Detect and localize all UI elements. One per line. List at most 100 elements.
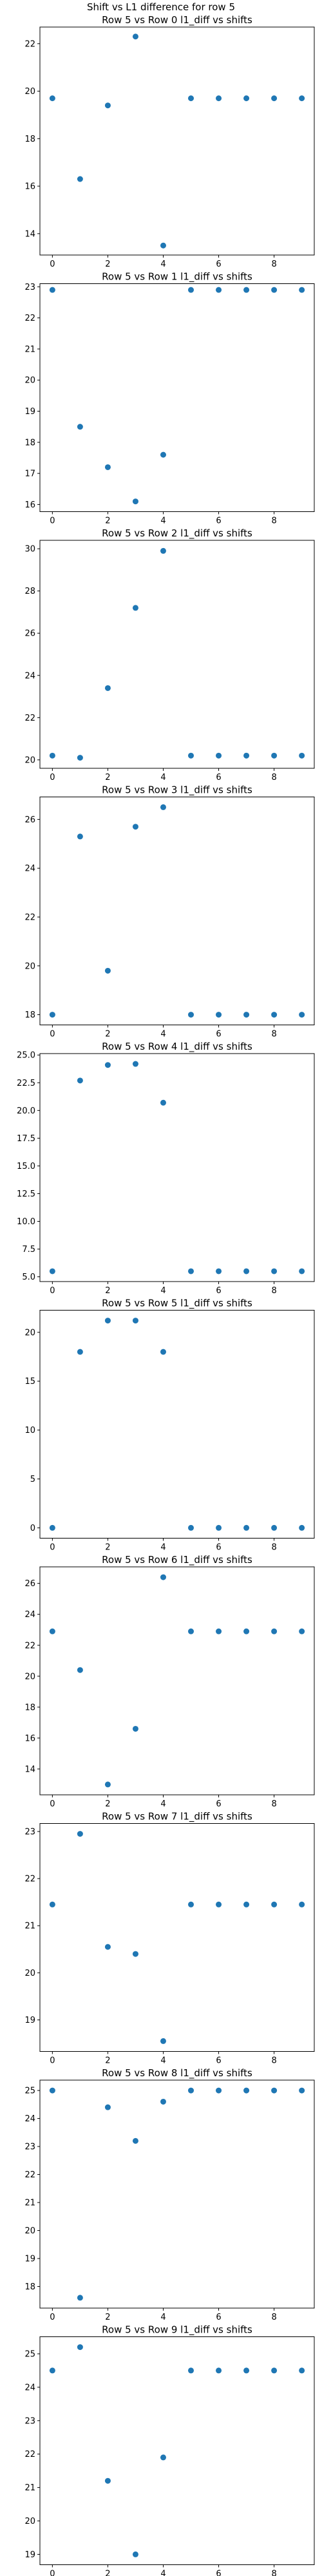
data-point [49,2087,55,2094]
data-point [77,1831,83,1837]
data-point [188,95,194,102]
data-point [216,1524,222,1531]
data-point [132,1061,138,1067]
y-tick-label: 20 [24,87,35,97]
data-point [77,2295,83,2301]
subplot-title: Row 5 vs Row 5 l1_diff vs shifts [102,1298,252,1310]
x-tick-label: 4 [160,1799,166,1809]
y-tick-label: 16 [24,500,35,510]
data-point [104,1318,111,1324]
plot-area [39,2079,315,2309]
data-point [160,547,166,554]
x-tick-label: 4 [160,2056,166,2066]
y-tick-label: 19 [24,2255,35,2264]
data-point [49,1012,55,1018]
data-point [132,2551,138,2557]
plot-area [39,2336,315,2565]
data-point [216,1628,222,1634]
subplot-8: Row 5 vs Row 8 l1_diff vs shifts18192021… [24,2067,315,2322]
x-tick-label: 8 [271,2313,276,2322]
data-point [299,752,305,759]
y-tick-label: 14 [24,229,35,239]
y-tick-label: 22 [24,314,35,323]
data-point [188,1268,194,1274]
data-point [104,2104,111,2110]
y-tick-label: 21 [24,2199,35,2208]
y-tick-label: 15 [24,1377,35,1387]
data-point [49,2367,55,2374]
data-point [160,2038,166,2044]
y-tick-label: 22 [24,1875,35,1884]
data-point [49,752,55,759]
x-tick-label: 0 [50,1799,55,1809]
data-point [216,2367,222,2374]
data-point [104,2477,111,2484]
y-tick-label: 20 [24,376,35,386]
plot-area [39,1310,315,1539]
data-point [271,1524,278,1531]
data-point [188,2087,194,2094]
y-tick-label: 25 [24,2349,35,2359]
data-point [160,2098,166,2105]
x-tick-label: 2 [105,1030,110,1039]
x-tick-label: 4 [160,1286,166,1296]
subplot-title: Row 5 vs Row 6 l1_diff vs shifts [102,1554,252,1566]
data-point [188,2367,194,2374]
data-point [188,287,194,293]
figure-suptitle: Shift vs L1 difference for row 5 [87,1,235,13]
data-point [160,1574,166,1580]
x-tick-label: 6 [216,1030,221,1039]
plot-area [39,797,315,1025]
y-tick-label: 25.0 [17,1051,35,1061]
y-tick-label: 18 [24,1010,35,1020]
data-point [104,102,111,109]
data-point [77,1077,83,1084]
data-point [132,824,138,830]
data-point [132,2137,138,2144]
y-tick-label: 22.5 [17,1079,35,1088]
data-point [299,2087,305,2094]
y-tick-label: 18 [24,135,35,144]
data-point [243,1012,250,1018]
y-tick-label: 20 [24,961,35,971]
x-tick-label: 4 [160,516,166,526]
data-point [104,1781,111,1788]
data-point [49,1901,55,1908]
y-tick-label: 21 [24,345,35,354]
x-tick-label: 6 [216,2056,221,2066]
plot-area [39,1566,315,1795]
x-tick-label: 0 [50,516,55,526]
y-tick-label: 30 [24,545,35,554]
data-point [271,2367,278,2374]
data-point [77,424,83,430]
x-tick-label: 8 [271,1799,276,1809]
y-tick-label: 28 [24,587,35,596]
y-tick-label: 23 [24,283,35,292]
subplot-title: Row 5 vs Row 1 l1_diff vs shifts [102,271,252,283]
x-tick-label: 0 [50,1543,55,1553]
y-tick-label: 24 [24,671,35,681]
x-tick-label: 0 [50,2056,55,2066]
plot-area [39,540,315,769]
subplot-1: Row 5 vs Row 1 l1_diff vs shifts 16 17 18 19… [24,271,315,526]
x-tick-label: 8 [271,516,276,526]
y-tick-label: 24 [24,2383,35,2392]
y-tick-label: 24 [24,1610,35,1620]
data-point [160,242,166,249]
x-tick-label: 0 [50,2570,55,2576]
plot-area [39,283,315,512]
data-point [216,287,222,293]
y-tick-label: 22 [24,913,35,922]
x-tick-label: 8 [271,2570,276,2576]
x-tick-label: 2 [105,516,110,526]
y-tick-label: 18 [24,1703,35,1712]
x-tick-label: 6 [216,260,221,269]
subplot-0: Row 5 vs Row 0 l1_diff vs shifts14161820… [24,14,315,269]
y-tick-label: 24 [24,2114,35,2124]
data-point [299,1012,305,1018]
data-point [104,1944,111,1950]
y-tick-label: 22 [24,2450,35,2459]
plot-area [39,26,315,256]
y-tick-label: 20.0 [17,1106,35,1116]
